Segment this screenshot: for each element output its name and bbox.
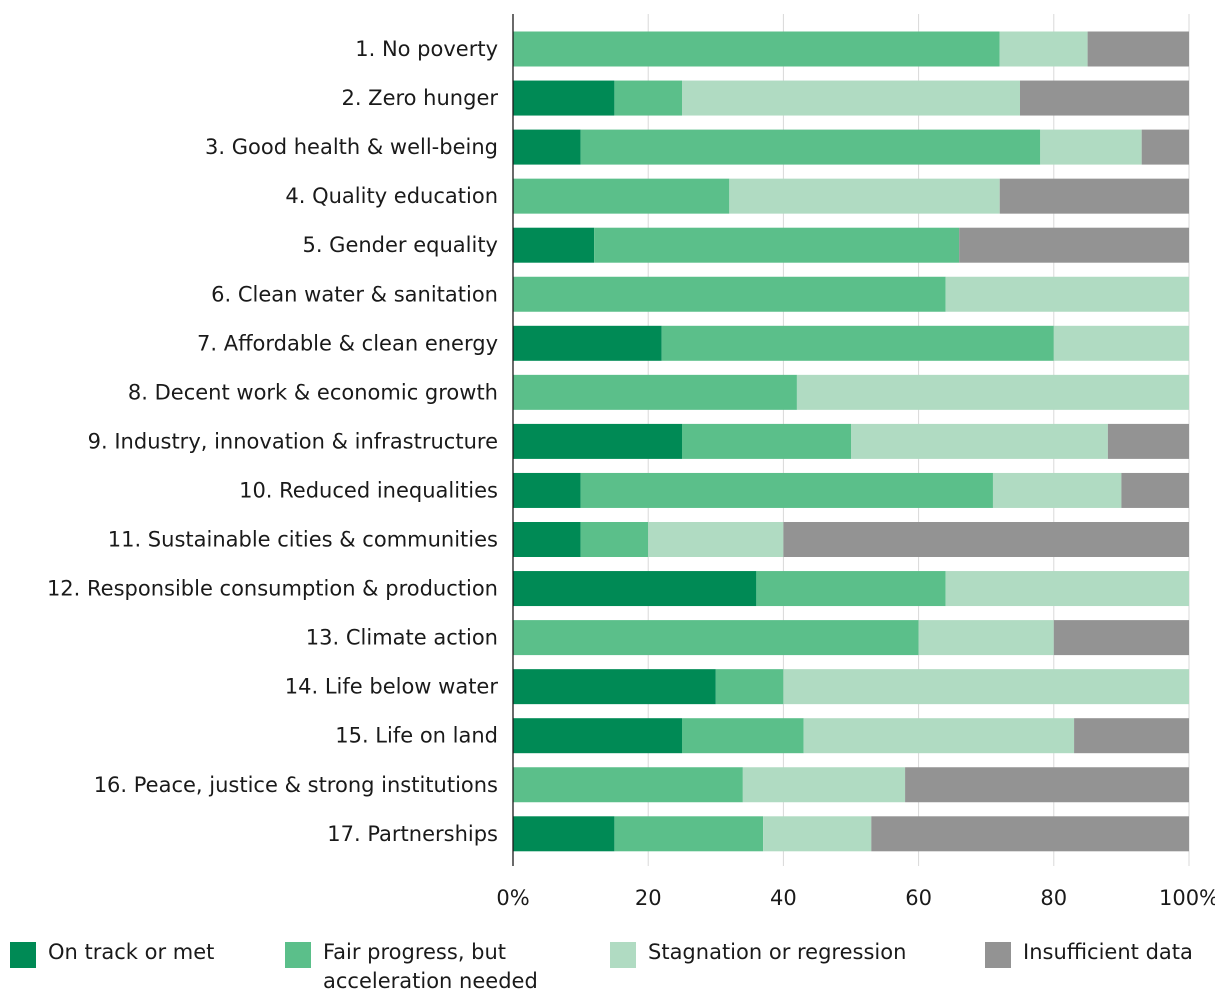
bar-segment-5-series-2 [594, 227, 960, 263]
legend-swatch-stagnation [610, 942, 636, 968]
category-label-6: 6. Clean water & sanitation [211, 282, 498, 306]
category-label-16: 16. Peace, justice & strong institutions [94, 773, 498, 797]
bar-segment-3-series-3 [1040, 129, 1142, 165]
bar-segment-14-series-3 [783, 669, 1189, 705]
bar-segment-6-series-3 [945, 276, 1189, 312]
bar-segment-11-series-4 [783, 522, 1189, 557]
bar-segment-6-series-2 [513, 276, 946, 312]
bar-segment-8-series-2 [513, 374, 797, 410]
legend: On track or met Fair progress, but accel… [0, 938, 1215, 994]
bar-segment-10-series-1 [513, 472, 581, 508]
x-tick-labels: 0% 20 40 60 80 100% [496, 886, 1215, 910]
bar-segment-3-series-1 [513, 129, 581, 165]
category-label-3: 3. Good health & well-being [205, 135, 498, 159]
bars [513, 31, 1189, 852]
bar-segment-2-series-1 [513, 80, 615, 116]
x-tick-label-80: 80 [1040, 886, 1067, 910]
bar-segment-13-series-2 [513, 620, 919, 656]
bar-segment-7-series-1 [513, 325, 662, 361]
bar-segment-8-series-3 [796, 374, 1189, 410]
bar-segment-10-series-3 [992, 472, 1122, 508]
bar-segment-16-series-4 [905, 767, 1189, 803]
bar-segment-17-series-2 [614, 816, 764, 852]
bar-segment-1-series-3 [999, 31, 1088, 67]
bar-segment-7-series-2 [661, 325, 1054, 361]
category-label-11: 11. Sustainable cities & communities [108, 528, 498, 552]
bar-segment-9-series-1 [513, 423, 682, 459]
legend-item-insufficient-data: Insufficient data [985, 938, 1193, 968]
category-label-5: 5. Gender equality [302, 233, 498, 257]
bar-segment-10-series-2 [580, 472, 993, 508]
bar-segment-13-series-4 [1053, 620, 1189, 656]
bar-segment-9-series-2 [682, 423, 851, 459]
bar-segment-10-series-4 [1121, 472, 1189, 508]
bar-segment-16-series-2 [513, 767, 743, 803]
legend-item-on-track: On track or met [10, 938, 214, 968]
bar-segment-11-series-2 [580, 522, 649, 557]
category-label-12: 12. Responsible consumption & production [47, 577, 498, 601]
bar-segment-4-series-3 [729, 178, 1000, 214]
bar-segment-5-series-4 [959, 227, 1189, 263]
bar-segment-17-series-4 [871, 816, 1189, 852]
bar-segment-13-series-3 [918, 620, 1054, 656]
category-label-2: 2. Zero hunger [341, 86, 498, 110]
bar-segment-9-series-4 [1107, 423, 1189, 459]
category-label-10: 10. Reduced inequalities [239, 478, 498, 502]
x-tick-label-100: 100% [1159, 886, 1215, 910]
legend-swatch-fair-progress [285, 942, 311, 968]
bar-segment-15-series-1 [513, 718, 682, 754]
bar-segment-1-series-4 [1087, 31, 1189, 67]
bar-segment-4-series-2 [513, 178, 730, 214]
bar-segment-4-series-4 [999, 178, 1189, 214]
bar-segment-12-series-3 [945, 571, 1189, 607]
bar-segment-7-series-3 [1053, 325, 1189, 361]
bar-segment-16-series-3 [742, 767, 906, 803]
legend-label-fair-progress: Fair progress, but acceleration needed [323, 940, 538, 993]
category-label-15: 15. Life on land [335, 724, 498, 748]
category-label-1: 1. No poverty [355, 37, 498, 61]
x-tick-label-20: 20 [635, 886, 662, 910]
bar-segment-5-series-1 [513, 227, 595, 263]
bar-segment-1-series-2 [513, 31, 1000, 67]
bar-segment-15-series-4 [1074, 718, 1189, 754]
bar-segment-3-series-4 [1141, 129, 1189, 165]
bar-segment-11-series-1 [513, 522, 581, 557]
x-tick-label-0: 0% [496, 886, 529, 910]
bar-segment-3-series-2 [580, 129, 1041, 165]
bar-segment-2-series-2 [614, 80, 682, 116]
legend-swatch-on-track [10, 942, 36, 968]
category-label-8: 8. Decent work & economic growth [128, 380, 498, 404]
x-tick-label-60: 60 [905, 886, 932, 910]
legend-label-insufficient-data: Insufficient data [1023, 940, 1193, 964]
bar-segment-12-series-1 [513, 571, 757, 607]
legend-label-on-track: On track or met [48, 940, 215, 964]
category-label-13: 13. Climate action [306, 626, 498, 650]
bar-segment-11-series-3 [648, 522, 784, 557]
bar-segment-9-series-3 [851, 423, 1108, 459]
category-label-9: 9. Industry, innovation & infrastructure [88, 429, 498, 453]
legend-label-stagnation: Stagnation or regression [648, 940, 907, 964]
legend-item-stagnation: Stagnation or regression [610, 938, 906, 968]
legend-swatch-insufficient-data [985, 942, 1011, 968]
category-label-17: 17. Partnerships [327, 822, 498, 846]
category-label-14: 14. Life below water [285, 675, 499, 699]
category-label-4: 4. Quality education [285, 184, 498, 208]
bar-segment-12-series-2 [756, 571, 946, 607]
bar-segment-17-series-1 [513, 816, 615, 852]
bar-segment-15-series-3 [803, 718, 1075, 754]
bar-segment-14-series-1 [513, 669, 716, 705]
bar-segment-2-series-4 [1020, 80, 1189, 116]
x-tick-label-40: 40 [770, 886, 797, 910]
category-labels: 1. No poverty 2. Zero hunger 3. Good healt… [47, 37, 498, 846]
stacked-bar-chart: 1. No poverty 2. Zero hunger 3. Good healt… [47, 14, 1215, 910]
bar-segment-15-series-2 [682, 718, 804, 754]
category-label-7: 7. Affordable & clean energy [197, 331, 498, 355]
legend-item-fair-progress: Fair progress, but acceleration needed [285, 938, 575, 996]
bar-segment-2-series-3 [682, 80, 1020, 116]
bar-segment-14-series-2 [715, 669, 784, 705]
bar-segment-17-series-3 [763, 816, 872, 852]
